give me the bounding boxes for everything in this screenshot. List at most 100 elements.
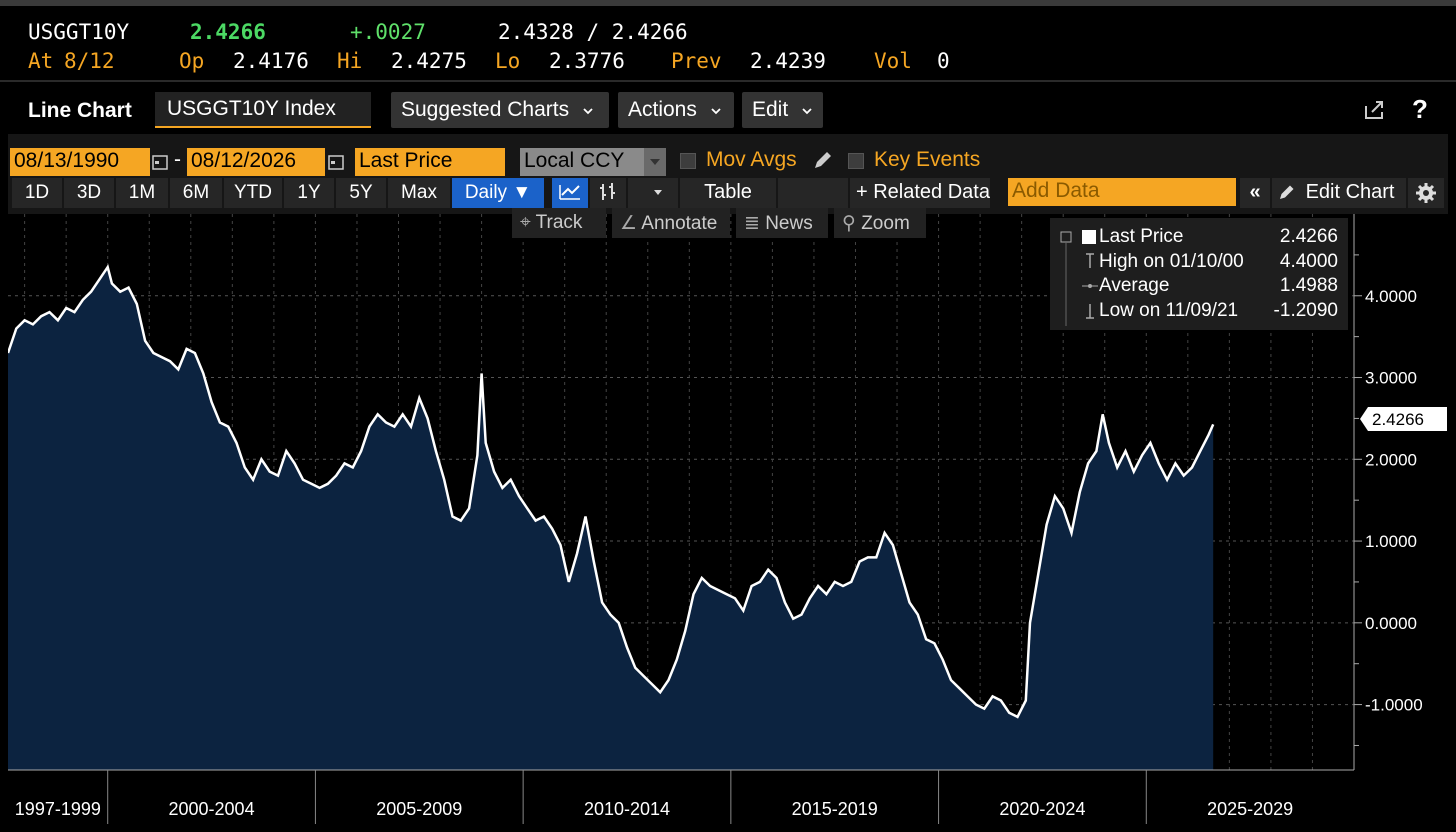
at-date: 8/12 [64, 49, 115, 73]
quote-header: USGGT10Y 2.4266 +.0027 2.4328 / 2.4266 A… [0, 6, 1456, 80]
x-period-label: 2015-2019 [792, 799, 878, 819]
legend-last-label: Last Price [1099, 226, 1184, 247]
y-tick-label: 1.0000 [1365, 532, 1417, 551]
news-label: News [765, 213, 813, 234]
range-1d-button[interactable]: 1D [12, 178, 62, 208]
settings-button[interactable] [1408, 178, 1444, 208]
edit-label: Edit [752, 98, 789, 121]
legend-low-label: Low on 11/09/21 [1099, 300, 1239, 321]
blank-button [778, 178, 848, 208]
news-icon: ≣ [744, 213, 766, 234]
price-area-fill [8, 267, 1214, 770]
x-period-label: 2000-2004 [169, 799, 255, 819]
export-icon[interactable] [1361, 96, 1389, 124]
table-button[interactable]: Table [680, 178, 776, 208]
last-price-tag: 2.4266 [1360, 407, 1447, 431]
edit-chart-label: Edit Chart [1305, 181, 1395, 203]
x-period-label: 1997-1999 [15, 799, 101, 819]
range-5y-button[interactable]: 5Y [336, 178, 386, 208]
low-value: 2.3776 [549, 49, 625, 73]
zoom-tool[interactable]: ⚲ Zoom [834, 208, 926, 238]
net-change: +.0027 [350, 20, 426, 44]
key-events-checkbox[interactable] [848, 153, 864, 169]
legend-low-row: Low on 11/09/21 -1.2090 [1050, 300, 1348, 324]
last-price: 2.4266 [190, 20, 266, 44]
quote-separator [0, 80, 1456, 82]
bid-ask: 2.4328 / 2.4266 [498, 20, 688, 44]
related-data-button[interactable]: + Related Data [850, 178, 990, 208]
calendar-icon[interactable] [150, 152, 170, 172]
pencil-icon [1280, 185, 1294, 199]
news-tool[interactable]: ≣ News [736, 208, 828, 238]
currency-select[interactable]: Local CCY [520, 148, 644, 176]
legend-low-value: -1.2090 [1273, 300, 1338, 321]
legend-average-row: Average 1.4988 [1050, 275, 1348, 299]
end-date-field[interactable]: 08/12/2026 [187, 148, 325, 176]
open-label: Op [179, 49, 205, 73]
frequency-select[interactable]: Daily ▼ [452, 178, 544, 208]
edit-button[interactable]: Edit [742, 92, 823, 128]
ohlc-bar-icon [600, 183, 615, 200]
zoom-label: Zoom [861, 213, 910, 234]
crosshair-icon: ⌖ [520, 212, 536, 233]
x-axis: 1997-1999 2000-2004 2005-2009 2010-2014 2015… [8, 769, 1354, 824]
y-tick-label: 4.0000 [1365, 287, 1417, 306]
x-period-label: 2005-2009 [376, 799, 462, 819]
high-value: 2.4275 [391, 49, 467, 73]
bar-style-button[interactable] [590, 178, 626, 208]
key-events-label[interactable]: Key Events [874, 148, 981, 171]
x-period-label: 2025-2029 [1207, 799, 1293, 819]
range-1m-button[interactable]: 1M [116, 178, 168, 208]
y-axis: 4.0000 3.0000 2.0000 1.0000 0.0000 -1.0000 [1353, 214, 1423, 770]
pencil-icon[interactable] [811, 150, 833, 172]
collapse-button[interactable]: « [1240, 178, 1270, 208]
currency-dropdown[interactable] [644, 148, 666, 176]
x-period-label: 2010-2014 [584, 799, 670, 819]
legend-high-value: 4.4000 [1279, 251, 1338, 272]
range-3d-button[interactable]: 3D [64, 178, 114, 208]
x-period-label: 2020-2024 [999, 799, 1085, 819]
date-range-dash: - [174, 148, 181, 171]
line-style-button[interactable] [552, 178, 588, 208]
legend-high-row: High on 01/10/00 4.4000 [1050, 251, 1348, 275]
y-tick-label: -1.0000 [1365, 696, 1423, 715]
calendar-icon[interactable] [326, 152, 346, 172]
chevron-down-icon [583, 108, 593, 115]
legend-high-label: High on 01/10/00 [1099, 251, 1244, 272]
at-label: At [28, 49, 54, 73]
range-ytd-button[interactable]: YTD [224, 178, 282, 208]
chart-legend: Last Price 2.4266 High on 01/10/00 4.400… [1050, 218, 1348, 330]
annotate-label: Annotate [641, 213, 718, 234]
range-1y-button[interactable]: 1Y [284, 178, 334, 208]
annotate-tool[interactable]: ∠ Annotate [612, 208, 730, 238]
chart-type-title: Line Chart [28, 99, 132, 122]
legend-last-value: 2.4266 [1279, 226, 1338, 247]
chart-area[interactable]: 4.0000 3.0000 2.0000 1.0000 0.0000 -1.0000 19… [8, 214, 1448, 824]
help-icon[interactable]: ? [1412, 94, 1428, 124]
y-tick-label: 0.0000 [1365, 614, 1417, 633]
start-date-field[interactable]: 08/13/1990 [10, 148, 150, 176]
range-6m-button[interactable]: 6M [170, 178, 222, 208]
annotate-icon: ∠ [620, 213, 642, 234]
window-top-strip [0, 0, 1456, 6]
chart-toolbar: Line Chart USGGT10Y Index Suggested Char… [0, 84, 1456, 134]
mov-avgs-label[interactable]: Mov Avgs [706, 148, 797, 171]
suggested-charts-button[interactable]: Suggested Charts [391, 92, 609, 128]
edit-chart-button[interactable]: Edit Chart [1272, 178, 1406, 208]
y-tick-label: 2.0000 [1365, 450, 1417, 469]
security-input[interactable]: USGGT10Y Index [155, 92, 371, 128]
last-price-tag-text: 2.4266 [1372, 410, 1424, 429]
suggested-charts-label: Suggested Charts [401, 98, 570, 121]
track-label: Track [535, 212, 583, 233]
add-data-input[interactable]: Add Data [1008, 178, 1236, 206]
chart-style-dropdown[interactable] [628, 178, 678, 208]
price-chart[interactable]: 4.0000 3.0000 2.0000 1.0000 0.0000 -1.0000 19… [8, 214, 1448, 824]
mov-avgs-checkbox[interactable] [680, 153, 696, 169]
magnifier-icon: ⚲ [842, 213, 862, 234]
field-select[interactable]: Last Price [355, 148, 505, 176]
prev-label: Prev [671, 49, 722, 73]
actions-button[interactable]: Actions [618, 92, 734, 128]
ticker-symbol: USGGT10Y [28, 20, 130, 44]
track-tool[interactable]: ⌖ Track [512, 208, 606, 238]
range-max-button[interactable]: Max [388, 178, 450, 208]
